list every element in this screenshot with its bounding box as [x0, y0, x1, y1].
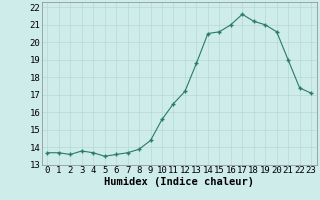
X-axis label: Humidex (Indice chaleur): Humidex (Indice chaleur)	[104, 177, 254, 187]
